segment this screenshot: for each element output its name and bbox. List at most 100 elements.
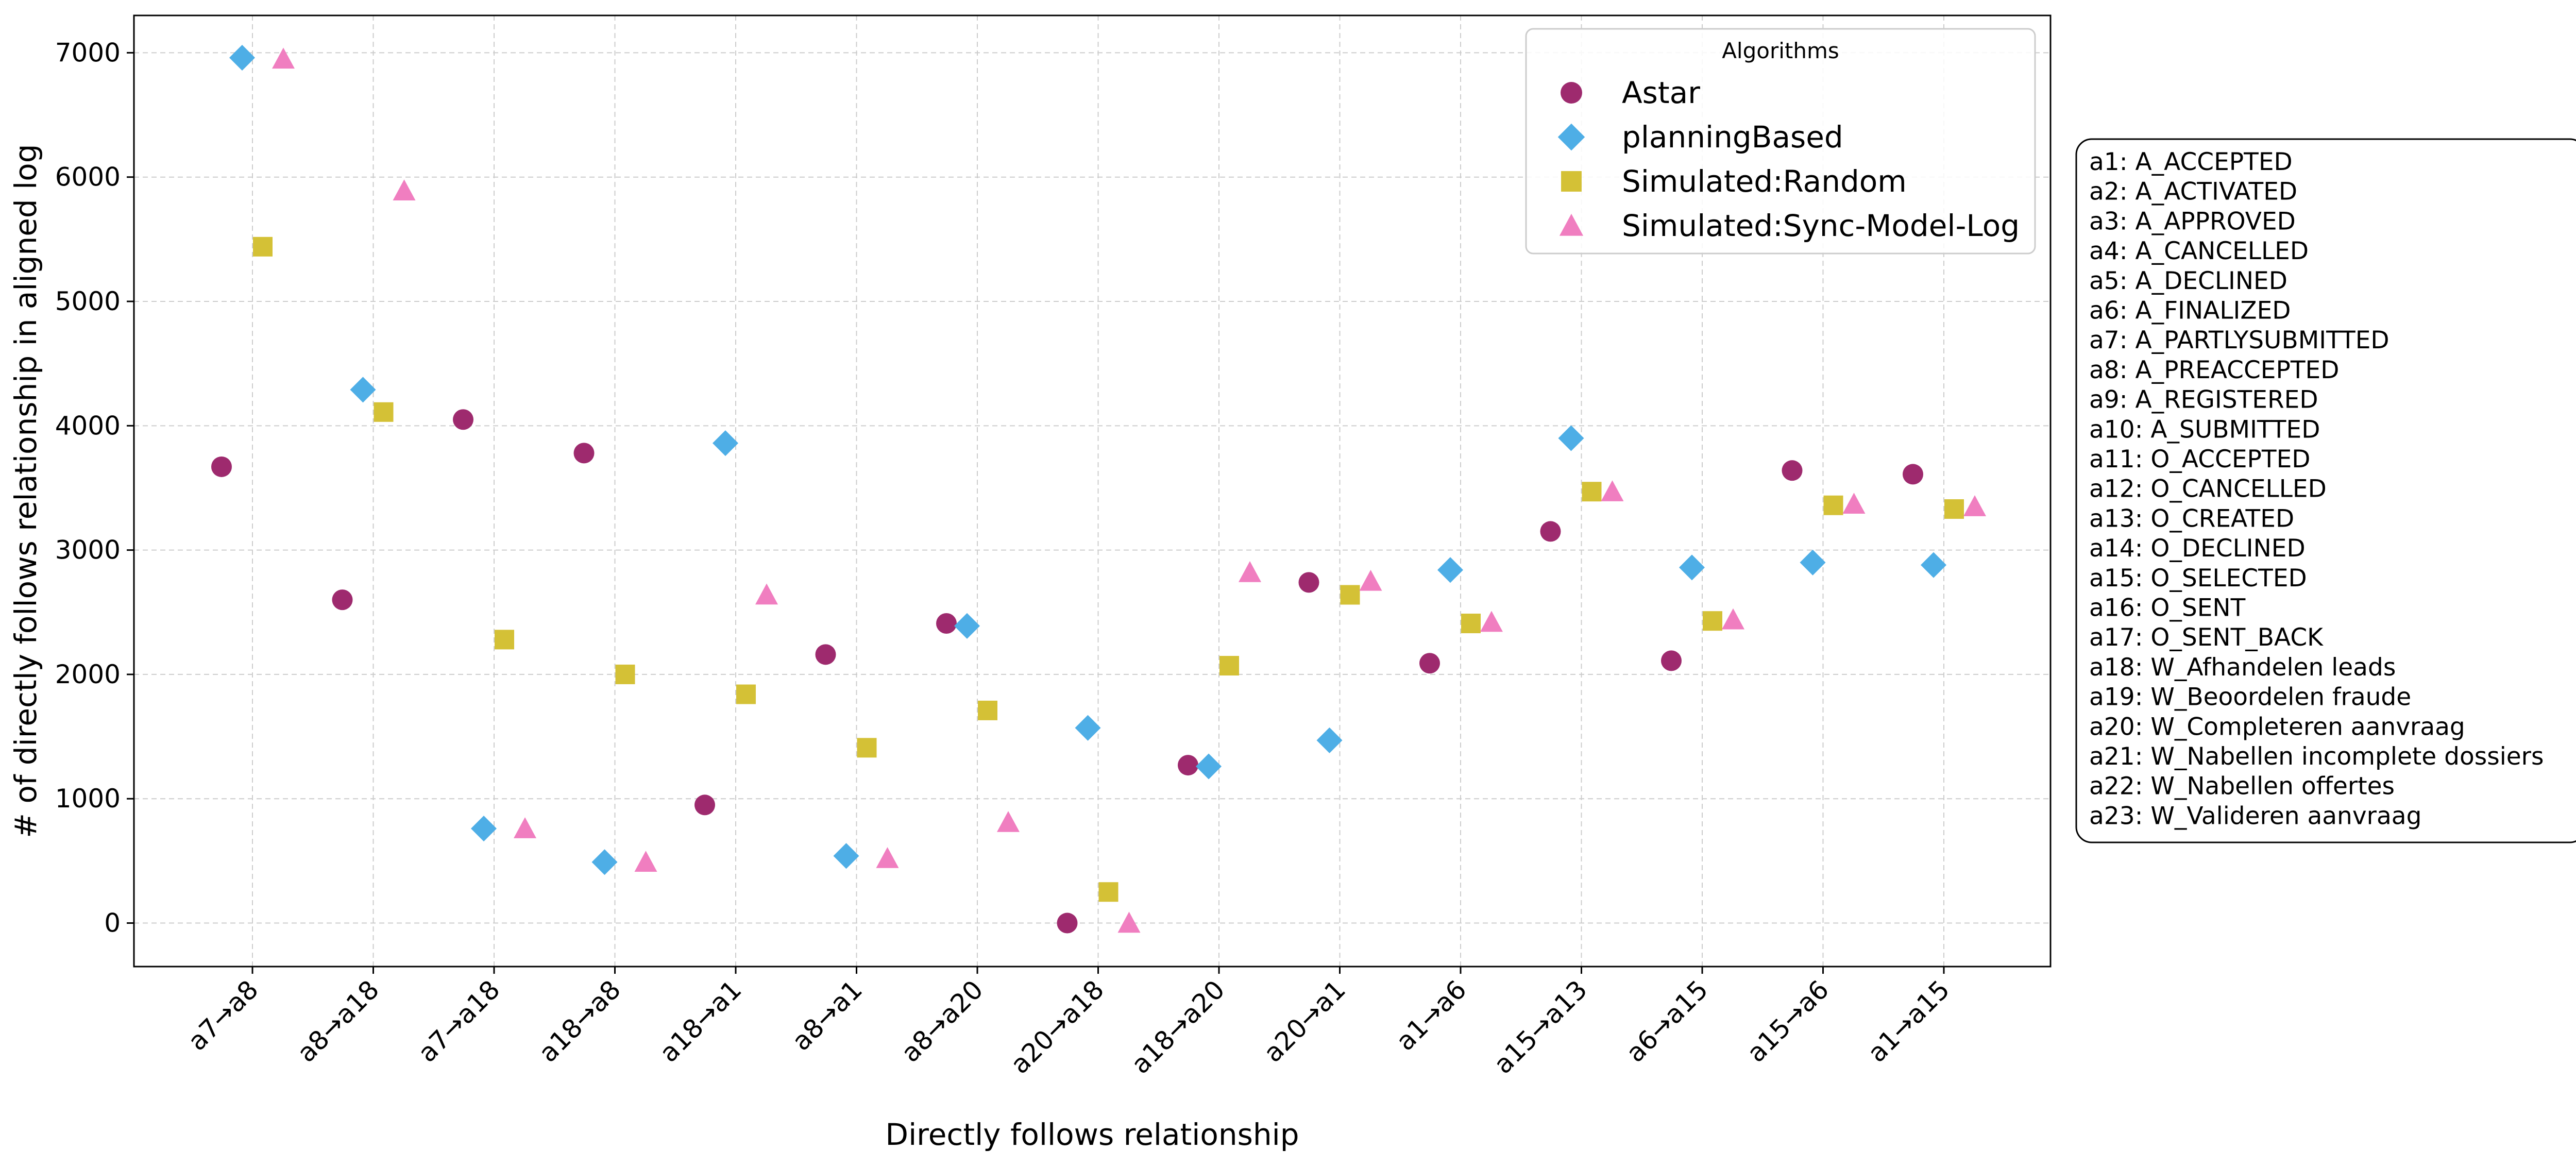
data-point-circle (1782, 460, 1803, 481)
legend-entries: Astar planningBased Simulated:Random Simula… (1557, 75, 2020, 243)
data-point-circle (1057, 912, 1078, 934)
data-point-circle (1178, 755, 1198, 776)
data-point-square (1823, 495, 1843, 515)
activity-key-line: a19: W_Beoordelen fraude (2089, 683, 2411, 712)
activity-key-line: a2: A_ACTIVATED (2089, 178, 2297, 206)
legend-box (1525, 28, 2036, 255)
y-tick-label: 5000 (55, 286, 121, 316)
data-point-diamond (833, 843, 859, 869)
legend: Algorithms Astar planningBased Simulated:R… (1525, 28, 2036, 255)
legend-label: planningBased (1622, 120, 1843, 155)
data-point-circle (694, 794, 715, 816)
activity-key-line: a6: A_FINALIZED (2089, 297, 2291, 325)
data-point-circle (573, 443, 595, 464)
activity-key-line: a3: A_APPROVED (2089, 207, 2296, 235)
legend-marker-square (1561, 171, 1582, 192)
data-point-diamond (954, 613, 980, 639)
y-tick-label: 1000 (55, 784, 121, 814)
activity-key-line: a4: A_CANCELLED (2089, 237, 2309, 265)
data-point-triangle (1601, 480, 1624, 501)
data-point-square (1219, 656, 1239, 676)
data-point-diamond (229, 45, 255, 71)
activity-key-line: a23: W_Valideren aanvraag (2089, 802, 2421, 830)
legend-label: Simulated:Random (1622, 164, 1907, 199)
y-tick-label: 7000 (55, 38, 121, 67)
activity-key-line: a5: A_DECLINED (2089, 267, 2287, 295)
data-point-triangle (1117, 911, 1141, 933)
data-point-diamond (591, 849, 618, 875)
data-points (211, 45, 1986, 934)
legend-title: Algorithms (1722, 38, 1839, 63)
activity-key-line: a7: A_PARTLYSUBMITTED (2089, 326, 2389, 354)
data-point-triangle (634, 851, 657, 872)
activity-key-line: a20: W_Completeren aanvraag (2089, 713, 2465, 741)
data-point-diamond (1316, 727, 1343, 753)
activity-key-line: a17: O_SENT_BACK (2089, 623, 2324, 652)
y-tick-label: 2000 (55, 659, 121, 689)
data-point-square (615, 664, 635, 684)
data-point-triangle (514, 817, 536, 838)
activity-key-line: a12: O_CANCELLED (2089, 475, 2327, 503)
data-point-diamond (1921, 552, 1946, 578)
activity-key-line: a11: O_ACCEPTED (2089, 445, 2310, 473)
data-point-diamond (713, 430, 738, 456)
data-point-triangle (997, 811, 1020, 832)
data-point-diamond (471, 816, 497, 842)
y-tick-label: 0 (104, 908, 121, 938)
data-point-triangle (1842, 493, 1866, 514)
data-point-square (374, 402, 394, 422)
legend-label: Simulated:Sync-Model-Log (1622, 208, 2020, 243)
activity-key-line: a22: W_Nabellen offertes (2089, 772, 2395, 801)
x-axis-label: Directly follows relationship (885, 1117, 1299, 1152)
data-point-circle (453, 409, 473, 430)
activity-key-line: a10: A_SUBMITTED (2089, 415, 2320, 444)
grid (134, 15, 2050, 967)
data-point-square (1944, 499, 1964, 519)
activity-key-line: a9: A_REGISTERED (2089, 386, 2318, 414)
data-point-square (736, 684, 756, 704)
activity-key-line: a13: O_CREATED (2089, 504, 2294, 533)
data-point-triangle (1722, 608, 1744, 630)
y-axis-label: # of directly follows relationship in al… (8, 144, 43, 838)
data-point-square (495, 630, 514, 650)
y-tick-label: 3000 (55, 535, 121, 565)
data-point-triangle (1239, 561, 1261, 582)
data-point-circle (332, 589, 353, 611)
data-point-triangle (876, 847, 899, 868)
data-point-triangle (1480, 611, 1503, 632)
data-point-triangle (272, 47, 295, 69)
legend-marker-triangle (1559, 213, 1584, 236)
data-point-circle (1661, 650, 1682, 671)
activity-key-line: a21: W_Nabellen incomplete dossiers (2089, 742, 2544, 771)
data-point-square (253, 236, 273, 257)
data-point-circle (1540, 521, 1561, 542)
data-point-circle (1298, 572, 1319, 593)
data-point-diamond (1800, 549, 1826, 576)
data-point-circle (1419, 653, 1440, 674)
activity-key-line: a16: O_SENT (2089, 594, 2246, 622)
data-point-diamond (350, 377, 376, 403)
activity-key-line: a8: A_PREACCEPTED (2089, 356, 2339, 384)
legend-marker-diamond (1557, 123, 1585, 151)
data-point-square (1703, 611, 1722, 631)
data-point-circle (1903, 464, 1923, 485)
activity-key-line: a14: O_DECLINED (2089, 534, 2306, 563)
data-point-triangle (1359, 569, 1382, 591)
data-point-diamond (1679, 554, 1705, 581)
activity-key-box (2075, 138, 2576, 843)
data-point-circle (211, 456, 232, 477)
plot-area-frame (133, 14, 2052, 968)
data-point-square (1582, 482, 1602, 502)
data-point-triangle (393, 179, 416, 200)
data-point-diamond (1558, 425, 1584, 451)
data-point-triangle (755, 583, 778, 605)
data-point-diamond (1196, 753, 1222, 780)
data-point-square (1098, 882, 1118, 902)
y-tick-label: 4000 (55, 411, 121, 441)
data-point-square (857, 738, 877, 758)
data-point-square (1461, 613, 1481, 633)
data-point-circle (815, 644, 836, 665)
